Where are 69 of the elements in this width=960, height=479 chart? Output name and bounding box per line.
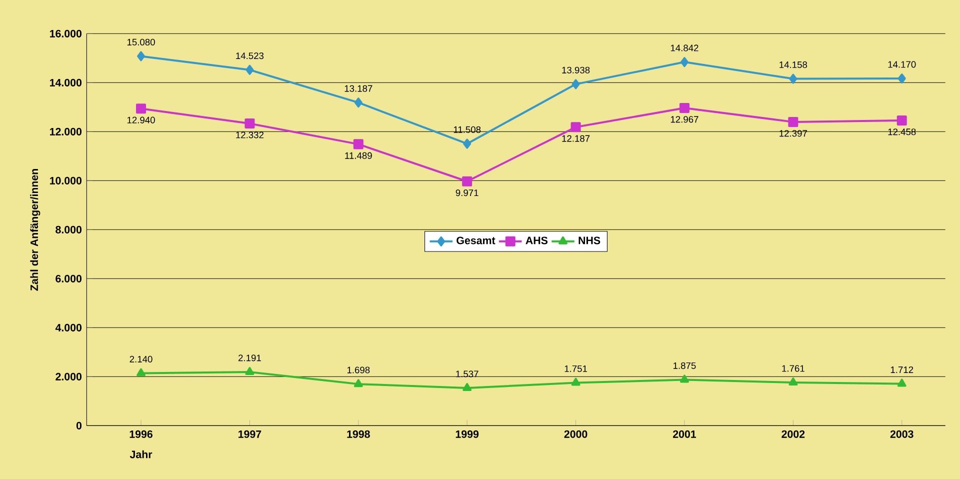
data-label: 12.940 (127, 116, 155, 124)
y-axis-title: Zahl der Anfänger/innen (30, 168, 40, 291)
point (246, 64, 254, 75)
point (896, 115, 907, 126)
y-tick-label: 2.000 (56, 372, 82, 380)
legend-label: NHS (578, 236, 600, 244)
y-tick-label: 8.000 (56, 226, 82, 234)
data-label: 13.187 (344, 85, 372, 92)
point (898, 74, 906, 84)
data-label: 1.751 (564, 365, 587, 372)
data-label: 9.971 (456, 190, 478, 196)
point (679, 102, 690, 113)
point (137, 51, 146, 62)
point (570, 122, 581, 132)
legend-label: AHS (526, 236, 548, 244)
data-label: 2.140 (130, 356, 152, 362)
point (462, 383, 472, 392)
point (572, 79, 580, 90)
x-tick-label: 2000 (564, 430, 588, 438)
data-label: 2.191 (238, 354, 261, 362)
data-label: 1.712 (890, 366, 914, 373)
point (136, 368, 146, 376)
x-tick-label: 2003 (890, 430, 914, 438)
point (680, 374, 689, 383)
data-label: 12.187 (562, 135, 590, 142)
y-tick-label: 12.000 (50, 128, 82, 136)
data-label: 1.875 (674, 362, 696, 369)
y-tick-label: 14.000 (50, 78, 82, 86)
y-tick-label: 6.000 (56, 274, 82, 282)
data-label: 13.938 (562, 66, 590, 74)
x-tick-label: 1999 (456, 430, 479, 438)
x-tick-label: 2002 (782, 430, 805, 438)
data-label: 14.158 (780, 61, 808, 68)
data-label: 12.967 (670, 116, 698, 123)
point (897, 378, 906, 387)
x-tick-label: 1998 (347, 430, 370, 438)
point (245, 366, 254, 375)
point (788, 116, 798, 127)
point (353, 139, 364, 150)
x-tick-label: 1996 (130, 430, 152, 438)
y-tick-label: 4.000 (55, 324, 82, 332)
point (136, 104, 146, 114)
point (571, 378, 580, 386)
point (788, 378, 798, 386)
point (463, 138, 472, 149)
data-label: 15.080 (127, 38, 155, 46)
x-tick-label: 2001 (672, 430, 696, 438)
data-label: 12.332 (236, 132, 264, 138)
data-label: 1.537 (456, 370, 478, 378)
y-tick-label: 10.000 (50, 176, 82, 184)
data-label: 14.170 (888, 61, 916, 68)
legend-label: Gesamt (456, 236, 496, 244)
data-label: 11.508 (454, 126, 481, 133)
data-label: 1.761 (782, 365, 804, 372)
y-tick-label: 0 (76, 422, 82, 430)
point (462, 176, 472, 186)
x-axis-title: Jahr (130, 450, 152, 458)
data-label: 14.842 (670, 44, 698, 52)
point (244, 118, 255, 129)
data-label: 14.523 (236, 52, 264, 60)
data-label: 1.698 (347, 366, 370, 374)
point (354, 379, 363, 388)
point (789, 74, 798, 84)
y-tick-label: 16.000 (50, 30, 82, 38)
x-tick-label: 1997 (238, 430, 262, 438)
point (354, 98, 362, 108)
data-label: 12.397 (780, 130, 807, 137)
point (680, 57, 688, 68)
data-label: 11.489 (345, 152, 372, 159)
